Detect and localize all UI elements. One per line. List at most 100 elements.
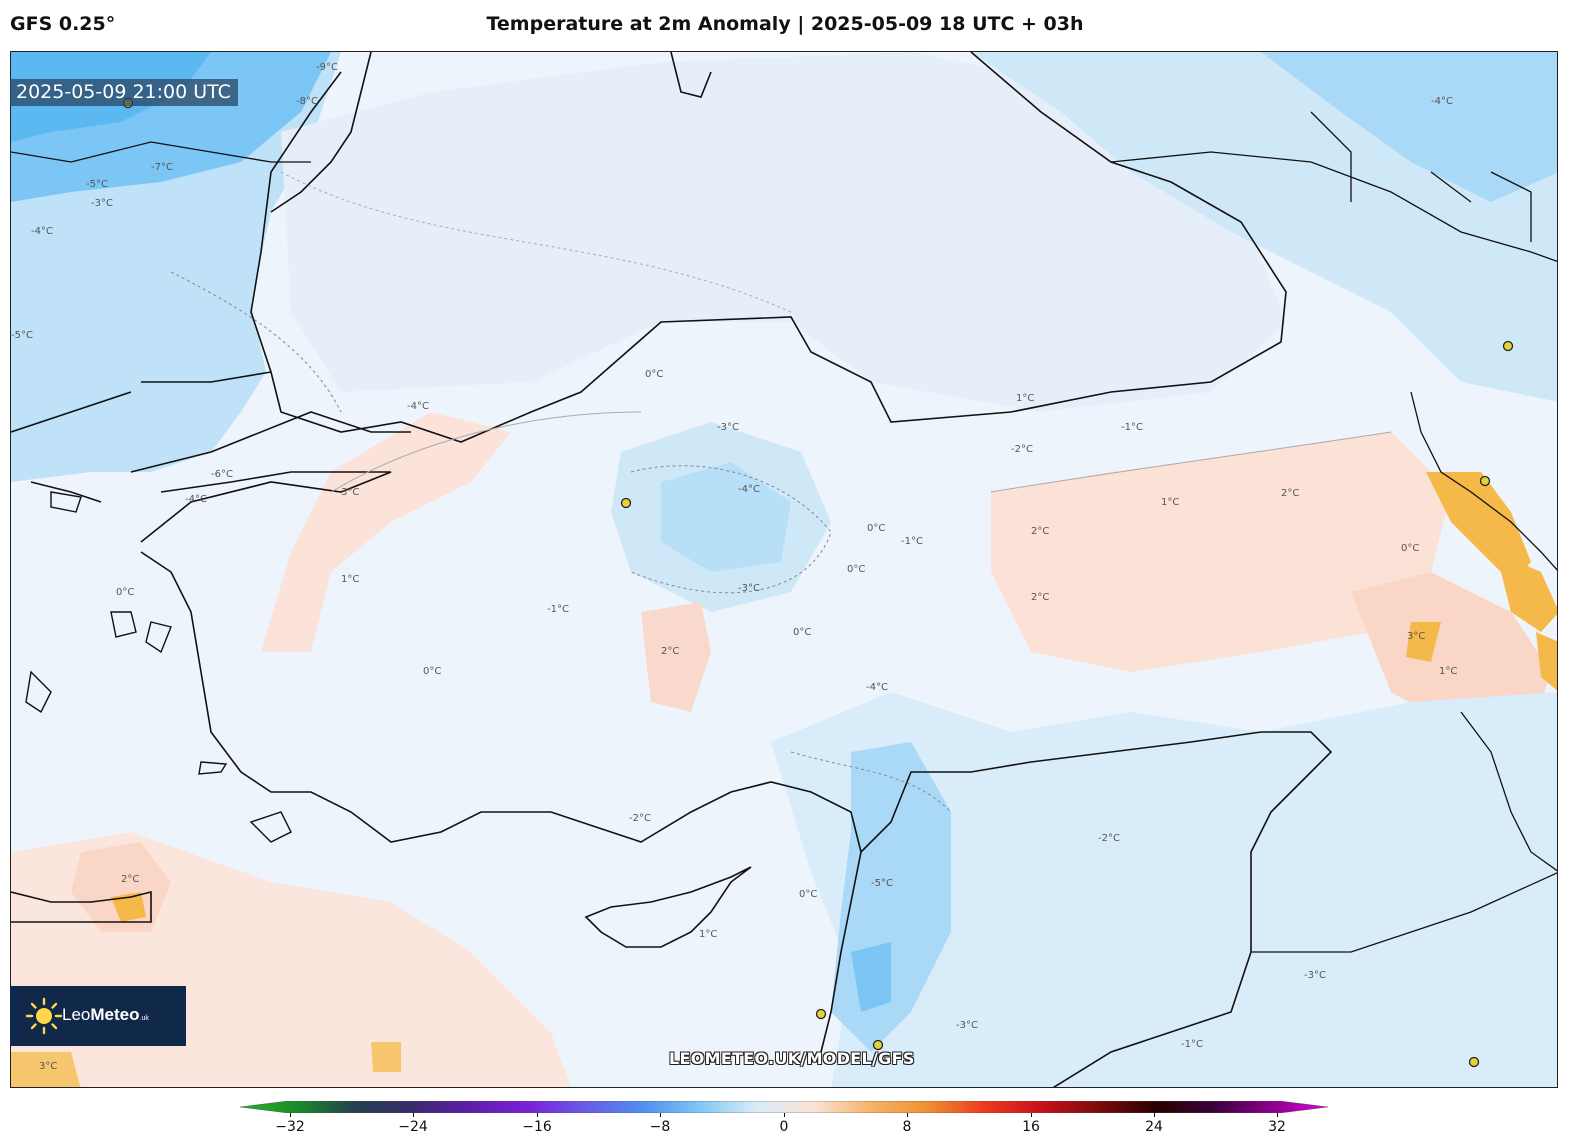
- colorbar-tickmark: [907, 1113, 908, 1117]
- city-marker: [620, 497, 632, 509]
- colorbar-body: [240, 1101, 1328, 1113]
- city-marker: [872, 1039, 884, 1051]
- colorbar-tick-label: 8: [902, 1119, 912, 1135]
- contour-label: 0°C: [645, 369, 663, 380]
- contour-label: -1°C: [1121, 422, 1143, 433]
- contour-label: -4°C: [866, 682, 888, 693]
- island-6: [50, 491, 82, 513]
- map-panel[interactable]: -9°C -8°C -7°C -6°C -5°C -5°C -5°C -4°C …: [10, 51, 1558, 1088]
- contour-dashed-1: [170, 271, 342, 413]
- contour-label: -7°C: [151, 162, 173, 173]
- warm-hotspot-sw: [11, 1052, 81, 1087]
- contour-label: 1°C: [1439, 666, 1457, 677]
- contour-label: 0°C: [867, 523, 885, 534]
- colorbar-tick-label: 32: [1268, 1119, 1286, 1135]
- contour-label: -5°C: [871, 878, 893, 889]
- colorbar-tickmark: [1031, 1113, 1032, 1117]
- warm-east-anatolia: [991, 432, 1451, 672]
- contour-label: -2°C: [1011, 444, 1033, 455]
- black-sea-area: [281, 52, 1286, 412]
- cold-core-caucasus: [1261, 52, 1557, 202]
- contour-label: -1°C: [1181, 1039, 1203, 1050]
- island-3: [25, 670, 52, 714]
- contour-label: 2°C: [1031, 526, 1049, 537]
- warm-west-anatolia: [261, 412, 511, 652]
- warm-hotspot-crete: [111, 892, 146, 922]
- contour-label: -3°C: [717, 422, 739, 433]
- contour-dashed-2: [630, 465, 832, 594]
- contour-label: -4°C: [738, 484, 760, 495]
- contour-label: 2°C: [1281, 488, 1299, 499]
- cold-levant-core-2: [851, 942, 891, 1012]
- contour-label: -1°C: [901, 536, 923, 547]
- contour-label: -6°C: [211, 469, 233, 480]
- island-1: [110, 611, 137, 638]
- colorbar-tick-label: 24: [1145, 1119, 1163, 1135]
- city-marker: [1468, 1056, 1480, 1068]
- contour-label: 1°C: [1161, 497, 1179, 508]
- contour-label: 0°C: [1401, 543, 1419, 554]
- warm-hotspot-s: [371, 1042, 401, 1072]
- island-2: [145, 621, 172, 654]
- contour-label: 1°C: [341, 574, 359, 585]
- border-balkans: [11, 141, 311, 163]
- contour-dashed-3: [790, 751, 952, 813]
- contour-label: -5°C: [11, 330, 33, 341]
- colorbar-tick-label: −24: [398, 1119, 428, 1135]
- colorbar-tickmark: [413, 1113, 414, 1117]
- contour-label: -5°C: [86, 179, 108, 190]
- contour-label: 3°C: [1407, 631, 1425, 642]
- contour-label: 2°C: [121, 874, 139, 885]
- map-title: Temperature at 2m Anomaly | 2025-05-09 1…: [486, 13, 1084, 35]
- contour-label: -2°C: [1098, 833, 1120, 844]
- contour-label: 3°C: [39, 1061, 57, 1072]
- colorbar-tickmark: [1154, 1113, 1155, 1117]
- contour-label: -8°C: [296, 96, 318, 107]
- contour-label: -4°C: [407, 401, 429, 412]
- warm-hotspot-east-4: [1536, 632, 1557, 691]
- contour-dashed-4: [280, 171, 792, 313]
- contour-label: -2°C: [629, 813, 651, 824]
- colorbar-tick-label: 0: [779, 1119, 789, 1135]
- cold-anatolia-core: [661, 462, 791, 572]
- contour-label: 0°C: [423, 666, 441, 677]
- contour-label: 1°C: [699, 929, 717, 940]
- colorbar-tick-label: −32: [275, 1119, 305, 1135]
- contour-label: 2°C: [1031, 592, 1049, 603]
- contour-label: -1°C: [547, 604, 569, 615]
- contour-label: 0°C: [116, 587, 134, 598]
- coastline-levant: [860, 731, 1333, 1087]
- colorbar-tickmark: [784, 1113, 785, 1117]
- colorbar-tickmark: [537, 1113, 538, 1117]
- border-east: [1410, 391, 1557, 872]
- coastline-cyprus: [584, 866, 752, 948]
- contour-label: 3°C: [341, 487, 359, 498]
- colorbar-tick-label: 16: [1022, 1119, 1040, 1135]
- contour-label: 0°C: [793, 627, 811, 638]
- model-name: GFS 0.25°: [10, 13, 116, 35]
- contour-label: -3°C: [1304, 970, 1326, 981]
- warm-east-anatolia-2: [1351, 572, 1551, 732]
- city-marker: [1502, 340, 1514, 352]
- colorbar-tickmark: [1277, 1113, 1278, 1117]
- contour-label: -4°C: [185, 494, 207, 505]
- contour-solid-1: [330, 411, 642, 493]
- colorbar-tickmark: [290, 1113, 291, 1117]
- watermark-url: LEOMETEO.UK/MODEL/GFS: [669, 1049, 915, 1068]
- warm-crete: [71, 842, 171, 932]
- contour-label: 2°C: [661, 646, 679, 657]
- leometeo-logo[interactable]: LeoMeteo.uk: [10, 986, 186, 1046]
- contour-label: -3°C: [956, 1020, 978, 1031]
- cold-levant: [771, 692, 1557, 1087]
- border-caucasus: [1110, 111, 1557, 262]
- colorbar-tickmark: [660, 1113, 661, 1117]
- colorbar-tick-label: −16: [522, 1119, 552, 1135]
- coastline-crete: [11, 890, 152, 923]
- colorbar-tick-label: −8: [649, 1119, 671, 1135]
- island-5: [198, 761, 228, 775]
- contour-label: 1°C: [1016, 393, 1034, 404]
- contour-solid-2: [990, 431, 1392, 493]
- contour-label: -4°C: [1431, 96, 1453, 107]
- border-syria-iraq: [1251, 872, 1557, 953]
- warm-hotspot-east-1: [1426, 472, 1531, 582]
